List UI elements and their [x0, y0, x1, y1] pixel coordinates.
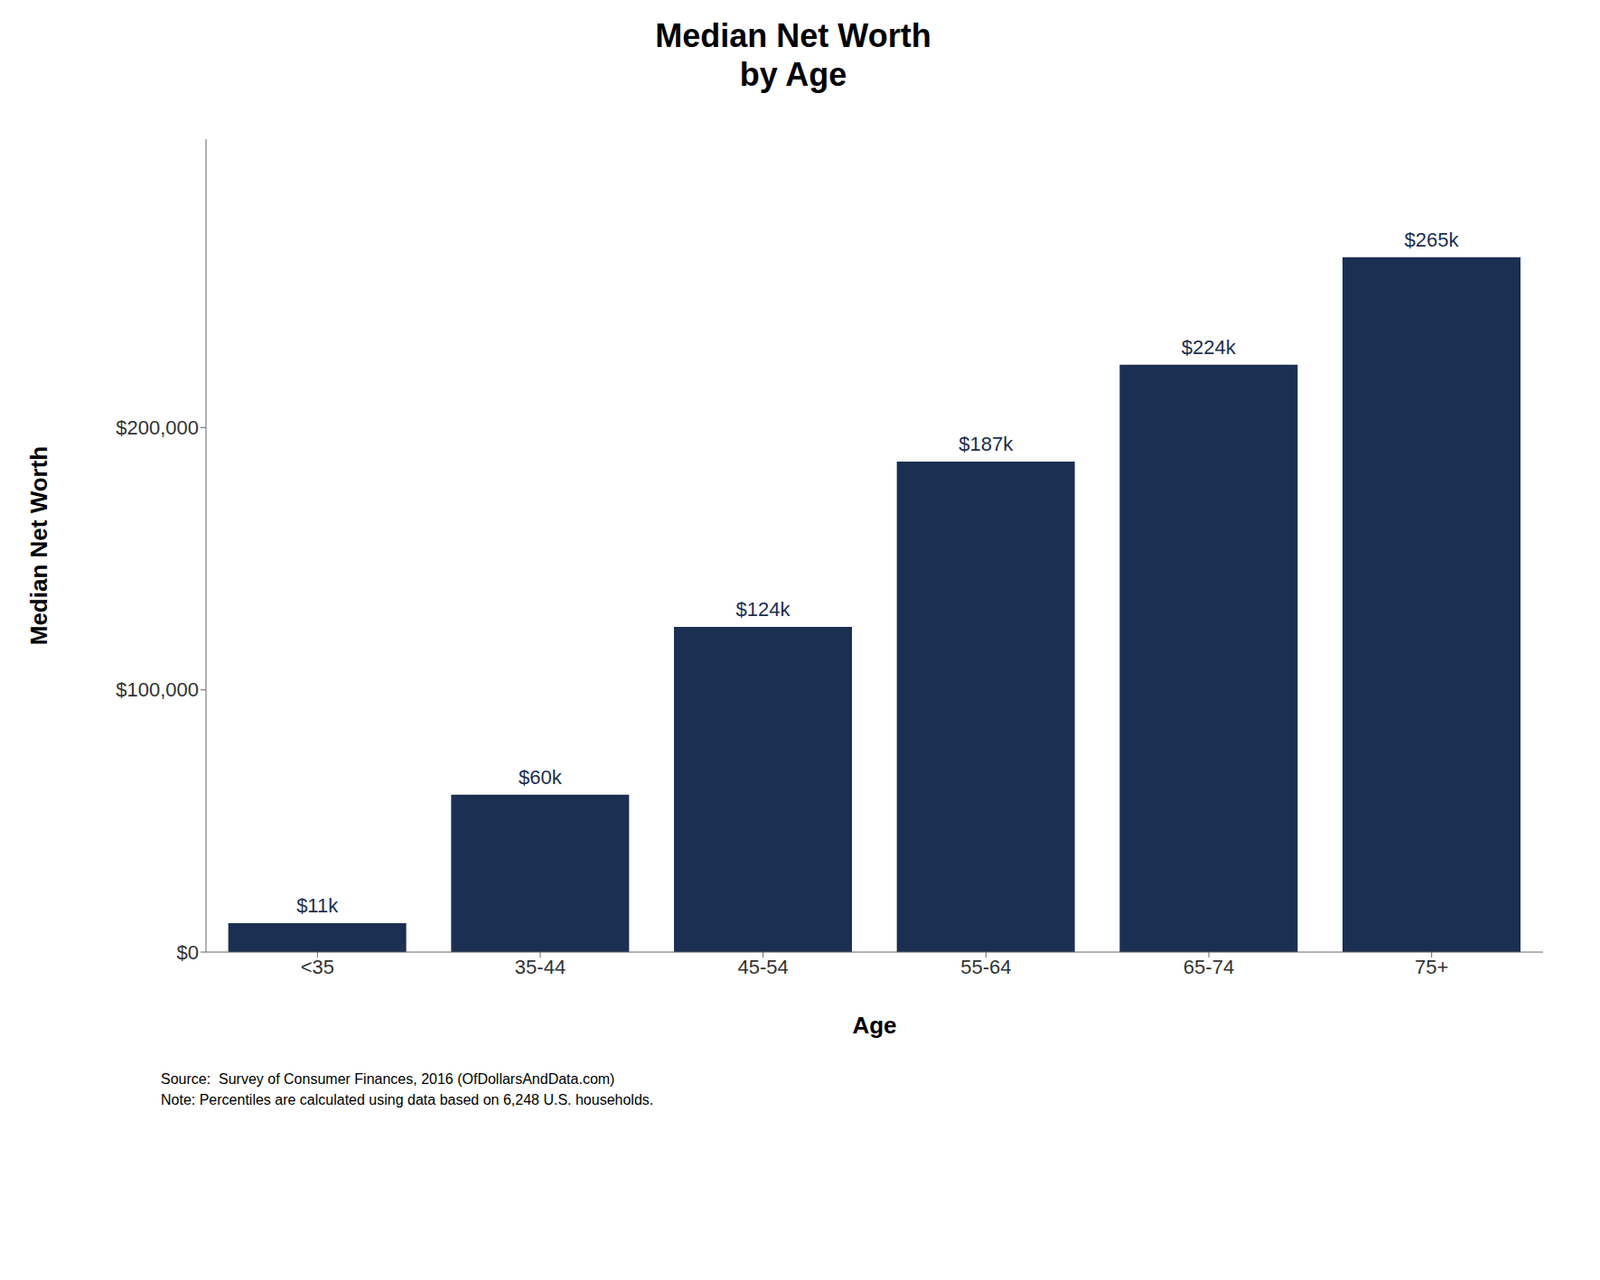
- svg-text:$100,000: $100,000: [115, 679, 199, 702]
- svg-text:55-64: 55-64: [960, 955, 1011, 979]
- svg-text:Median Net Worth: Median Net Worth: [25, 446, 53, 646]
- html-text:Source: Survey of Consumer Fin: Source: Survey of Consumer Finances, 201…: [160, 1071, 654, 1108]
- html-text:Median Net Worth by Age: Median Net Worth by Age: [655, 17, 932, 94]
- svg-text:75+: 75+: [1414, 955, 1449, 979]
- svg-text:$0: $0: [177, 941, 199, 964]
- svg-text:$200,000: $200,000: [115, 417, 199, 440]
- svg-text:$265k: $265k: [1404, 228, 1460, 252]
- svg-text:$124k: $124k: [736, 598, 792, 621]
- svg-text:$60k: $60k: [518, 766, 563, 789]
- svg-text:$224k: $224k: [1181, 336, 1237, 359]
- svg-text:Age: Age: [851, 1011, 897, 1039]
- svg-text:65-74: 65-74: [1183, 955, 1235, 979]
- svg-text:35-44: 35-44: [514, 955, 566, 979]
- svg-text:<35: <35: [300, 955, 335, 979]
- svg-text:45-54: 45-54: [738, 955, 789, 979]
- svg-text:$11k: $11k: [296, 894, 339, 917]
- svg-text:$187k: $187k: [958, 432, 1014, 456]
